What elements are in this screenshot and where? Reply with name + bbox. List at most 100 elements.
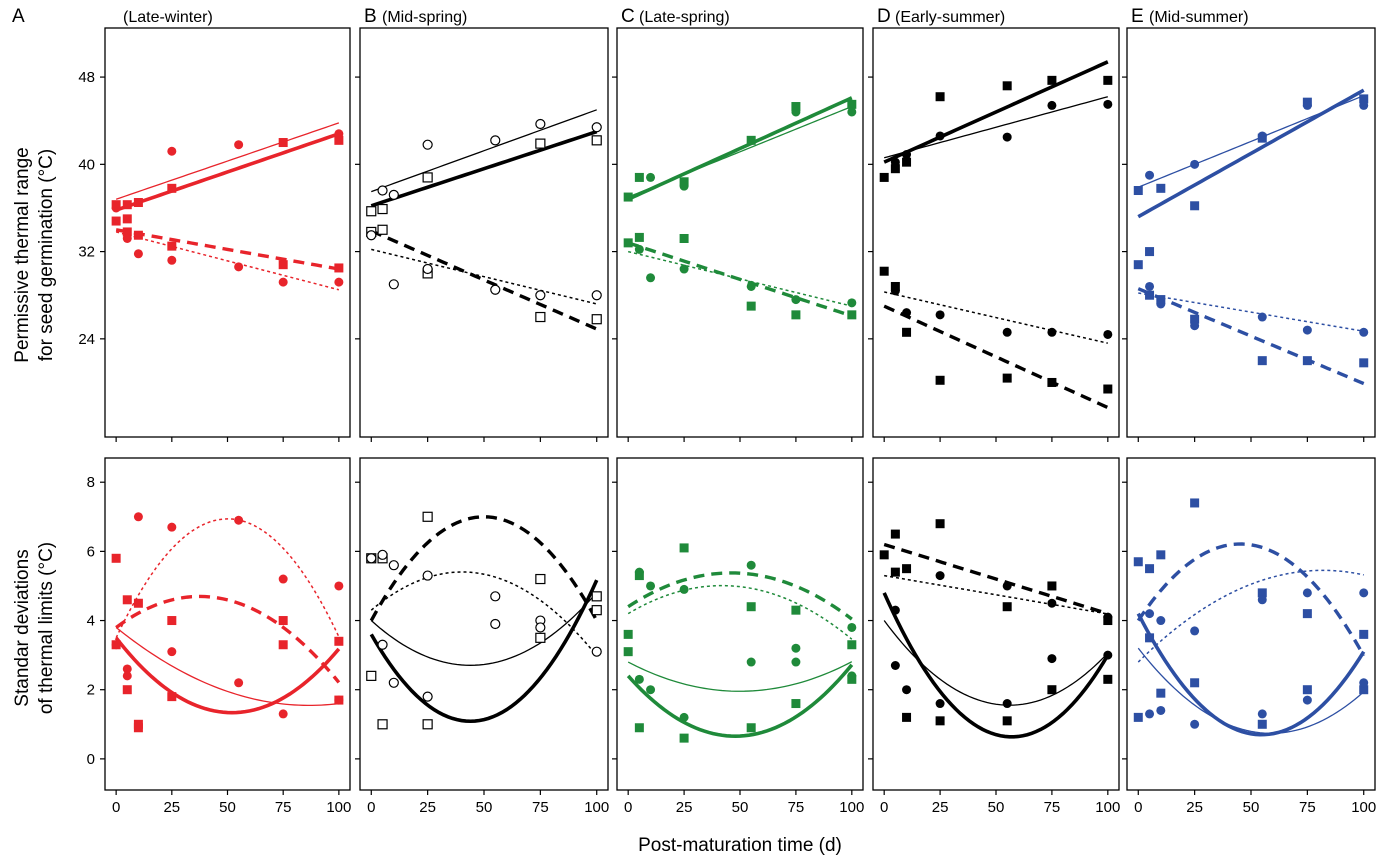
data-point-circle xyxy=(591,646,602,657)
data-point-circle xyxy=(167,522,177,532)
data-point-square xyxy=(679,733,689,743)
x-tick-label: 0 xyxy=(1134,799,1142,816)
data-point-circle xyxy=(334,695,344,705)
data-point-square xyxy=(334,636,344,646)
data-point-circle xyxy=(847,107,857,117)
data-point-circle xyxy=(1002,132,1012,142)
fit-line-thick-dashed xyxy=(627,571,853,621)
fit-line-thin-dotted xyxy=(370,571,598,657)
data-point-square xyxy=(791,310,801,320)
data-point-square xyxy=(1047,377,1057,387)
fit-line-thin-solid xyxy=(370,592,598,666)
data-point-circle xyxy=(278,574,288,584)
x-tick-label: 50 xyxy=(219,799,236,816)
fit-line-thin-dotted xyxy=(628,250,852,307)
data-point-square xyxy=(122,200,132,210)
data-point-square xyxy=(935,375,945,385)
data-point-circle xyxy=(366,553,377,564)
data-point-circle xyxy=(122,233,132,243)
data-point-circle xyxy=(791,295,801,305)
x-tick-label: 25 xyxy=(163,799,180,816)
data-point-square xyxy=(902,712,912,722)
data-point-square xyxy=(1133,557,1143,567)
data-point-circle xyxy=(1156,299,1166,309)
data-point-circle xyxy=(167,647,177,657)
data-point-square xyxy=(591,314,602,325)
fit-line-thick-dashed xyxy=(115,594,341,684)
data-point-square xyxy=(1047,581,1057,591)
data-point-square xyxy=(377,719,388,730)
data-point-circle xyxy=(388,560,399,571)
data-point-square xyxy=(1302,356,1312,366)
x-tick-label: 75 xyxy=(1044,799,1061,816)
data-point-square xyxy=(1190,201,1200,211)
data-point-square xyxy=(422,172,433,183)
panel-title-E: (Mid-summer) xyxy=(1149,9,1249,26)
data-point-circle xyxy=(746,657,756,667)
data-point-circle xyxy=(388,677,399,688)
plot-B-top xyxy=(355,27,609,442)
data-point-circle xyxy=(646,685,656,695)
data-point-circle xyxy=(1002,699,1012,709)
data-point-circle xyxy=(591,290,602,301)
data-point-circle xyxy=(234,140,244,150)
data-point-circle xyxy=(634,674,644,684)
data-point-circle xyxy=(377,185,388,196)
data-point-square xyxy=(634,172,644,182)
plot-frame xyxy=(1126,27,1376,438)
data-point-circle xyxy=(1156,705,1166,715)
data-point-square xyxy=(890,529,900,539)
data-point-square xyxy=(746,301,756,311)
data-point-square xyxy=(591,605,602,616)
plot-frame xyxy=(872,457,1120,791)
data-point-circle xyxy=(902,150,912,160)
fit-line-thin-solid xyxy=(627,105,853,198)
data-point-square xyxy=(111,553,121,563)
fit-line-thin-dotted xyxy=(371,248,597,305)
plot-D-top xyxy=(868,27,1120,442)
data-point-circle xyxy=(111,203,121,213)
data-point-square xyxy=(623,192,633,202)
plot-E-top xyxy=(1122,27,1376,442)
fit-line-thick-dashed xyxy=(883,304,1109,410)
data-point-square xyxy=(623,629,633,639)
fit-line-thick-dashed xyxy=(370,229,598,331)
fit-line-thin-dotted xyxy=(1137,569,1364,663)
plot-frame xyxy=(1126,457,1376,791)
data-point-circle xyxy=(490,591,501,602)
data-point-circle xyxy=(679,264,689,274)
y-axis-label-top-line2: for seed germination (°C) xyxy=(36,149,57,361)
data-point-square xyxy=(1103,75,1113,85)
data-point-square xyxy=(791,699,801,709)
data-point-square xyxy=(1359,629,1369,639)
data-point-square xyxy=(1156,183,1166,193)
data-point-circle xyxy=(1047,654,1057,664)
panel-title-C: (Late-spring) xyxy=(639,9,730,26)
data-point-circle xyxy=(646,581,656,591)
fit-line-thin-dotted xyxy=(884,291,1108,344)
data-point-square xyxy=(879,172,889,182)
data-point-circle xyxy=(1103,612,1113,622)
data-point-square xyxy=(377,224,388,235)
panel-C: C (Late-spring) 0 25 50 75 100 xyxy=(612,6,864,816)
data-point-circle xyxy=(1302,588,1312,598)
fit-line-thick-dashed xyxy=(369,515,599,622)
data-point-square xyxy=(535,632,546,643)
data-point-square xyxy=(1257,588,1267,598)
data-point-circle xyxy=(1190,321,1200,331)
x-tick-label: 25 xyxy=(1186,799,1203,816)
data-point-square xyxy=(890,567,900,577)
data-point-square xyxy=(1190,678,1200,688)
panel-letter-D: D xyxy=(877,6,891,27)
data-point-circle xyxy=(388,279,399,290)
data-point-square xyxy=(679,233,689,243)
x-tick-label: 0 xyxy=(367,799,375,816)
data-point-circle xyxy=(366,230,377,241)
x-tick-label: 0 xyxy=(112,799,120,816)
data-point-square xyxy=(623,238,633,248)
fit-line-thick-dashed xyxy=(1137,287,1365,386)
fit-line-thick-solid xyxy=(114,636,341,715)
data-point-square xyxy=(167,241,177,251)
data-point-circle xyxy=(634,244,644,254)
data-point-circle xyxy=(1257,595,1267,605)
